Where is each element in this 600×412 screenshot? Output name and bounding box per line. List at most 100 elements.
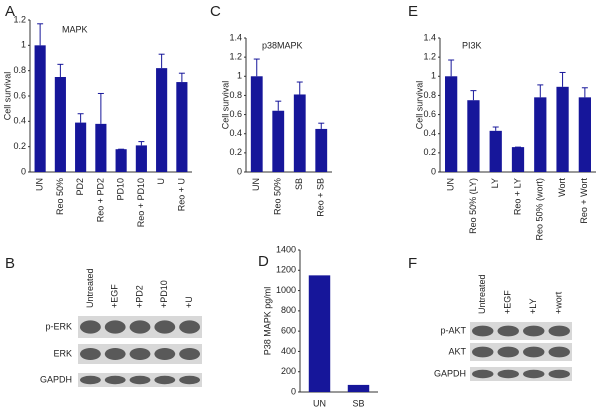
x-tick-label: SB — [294, 178, 304, 190]
chart-title: MAPK — [62, 24, 88, 34]
x-tick-label: SB — [352, 398, 364, 408]
y-tick-label: 1200 — [276, 265, 296, 275]
lane-label: Untreated — [477, 274, 487, 314]
bar — [467, 100, 480, 172]
y-tick-label: 0.4 — [423, 128, 436, 138]
blot-band — [104, 348, 126, 360]
error-bar — [178, 72, 185, 83]
y-tick-label: 1 — [21, 40, 26, 50]
y-tick-label: 0.6 — [229, 109, 242, 119]
error-bar — [138, 141, 145, 146]
blot-band — [523, 369, 545, 379]
bar — [34, 45, 46, 173]
blot-band — [154, 348, 176, 360]
blot-band — [523, 346, 545, 358]
x-tick-label: Reo + PD10 — [136, 178, 146, 227]
lane-label: +EGF — [503, 290, 513, 314]
blot-band — [79, 375, 101, 385]
y-tick-label: 200 — [281, 366, 296, 376]
y-tick-label: 0 — [431, 166, 436, 176]
blot-band — [497, 325, 519, 337]
x-tick-label: Reo 50% (wort) — [535, 178, 545, 241]
x-tick-label: Wort — [557, 178, 567, 197]
lane-label: +U — [184, 296, 194, 308]
error-bar — [492, 126, 499, 131]
bar — [347, 384, 370, 392]
error-bar — [77, 113, 84, 123]
blot-strip — [470, 322, 572, 340]
bar — [293, 94, 306, 172]
error-bar — [537, 84, 544, 98]
bar — [156, 68, 168, 172]
y-tick-label: 0 — [237, 166, 242, 176]
y-tick-label: 1.2 — [229, 52, 242, 62]
row-label: GAPDH — [40, 374, 72, 384]
x-tick-label: UN — [446, 178, 456, 191]
blot-band — [179, 375, 201, 385]
x-tick-label: PD10 — [116, 178, 126, 201]
row-label: AKT — [448, 346, 466, 356]
error-bar — [296, 81, 303, 95]
blot-band — [548, 346, 570, 358]
y-tick-label: 0.2 — [229, 147, 242, 157]
blot-band — [129, 320, 151, 334]
error-bar — [581, 87, 588, 98]
x-tick-label: Reo + SB — [316, 178, 326, 217]
y-axis-label: Cell survival — [220, 81, 230, 130]
blot-band — [523, 325, 545, 337]
x-tick-label: UN — [35, 178, 45, 191]
bar — [54, 77, 66, 172]
bar — [272, 110, 285, 172]
y-tick-label: 0 — [21, 166, 26, 176]
y-tick-label: 1 — [431, 71, 436, 81]
error-bar — [470, 90, 477, 101]
y-tick-label: 1.4 — [423, 32, 436, 42]
bar — [176, 82, 188, 172]
bar — [95, 123, 107, 172]
blot-band — [472, 346, 494, 358]
x-tick-label: Reo 50% — [273, 178, 283, 215]
blot-band — [472, 369, 494, 379]
blot-strip — [470, 367, 572, 381]
bar — [250, 76, 263, 172]
error-bar — [37, 23, 44, 46]
y-tick-label: 0.2 — [423, 147, 436, 157]
panel-letter: F — [408, 255, 417, 272]
y-tick-label: 1400 — [276, 244, 296, 254]
lane-label: +PD10 — [159, 280, 169, 308]
row-label: GAPDH — [434, 368, 466, 378]
bar — [308, 275, 331, 392]
x-tick-label: UN — [251, 178, 261, 191]
y-tick-label: 400 — [281, 346, 296, 356]
y-tick-label: 0.4 — [229, 128, 242, 138]
x-tick-label: PD2 — [75, 178, 85, 196]
row-label: p-AKT — [440, 325, 466, 335]
bar — [556, 86, 569, 172]
lane-label: +PD2 — [134, 285, 144, 308]
blot-band — [104, 320, 126, 334]
blot-strip — [470, 343, 572, 361]
blot-band — [548, 369, 570, 379]
blot-band — [129, 375, 151, 385]
row-label: p-ERK — [45, 321, 72, 331]
panel-letter: E — [408, 3, 418, 20]
x-tick-label: Reo + LY — [512, 178, 522, 215]
lane-label: +EGF — [110, 284, 120, 308]
blot-band — [548, 325, 570, 337]
lane-label: Untreated — [85, 268, 95, 308]
panel-letter: B — [5, 255, 15, 272]
x-tick-label: Reo 50% (LY) — [468, 178, 478, 234]
y-tick-label: 0.8 — [229, 90, 242, 100]
error-bar — [57, 63, 64, 77]
bar — [115, 149, 127, 172]
y-tick-label: 600 — [281, 326, 296, 336]
y-tick-label: 1000 — [276, 285, 296, 295]
bar — [511, 147, 525, 172]
y-tick-label: 0.2 — [13, 141, 26, 151]
y-tick-label: 0.8 — [423, 90, 436, 100]
y-tick-label: 0 — [291, 386, 296, 396]
error-bar — [448, 59, 455, 77]
blot-band — [154, 375, 176, 385]
x-tick-label: Reo + PD2 — [95, 178, 105, 222]
